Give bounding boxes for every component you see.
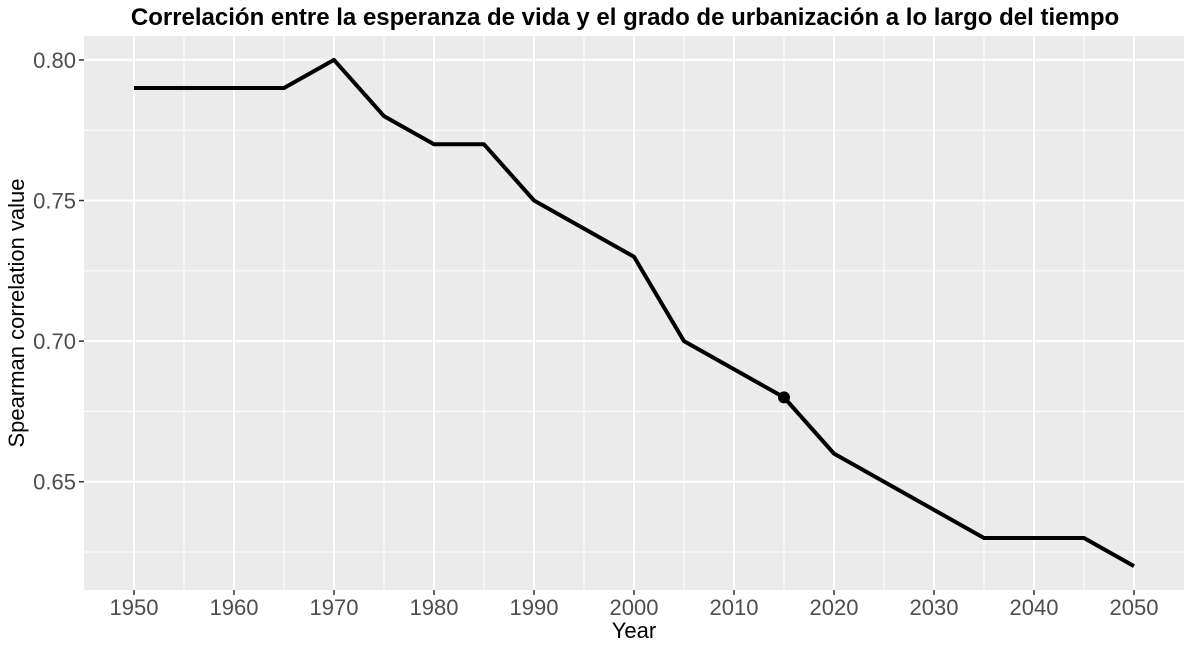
- x-tick-label: 1970: [310, 595, 359, 620]
- grid-lines: [84, 36, 1184, 590]
- x-tick-label: 2020: [810, 595, 859, 620]
- highlight-point: [778, 391, 790, 404]
- x-tick-label: 1980: [410, 595, 459, 620]
- series-group: [134, 57, 1135, 568]
- series-line: [134, 57, 1135, 568]
- x-tick-label: 2040: [1010, 595, 1059, 620]
- y-tick-label: 0.70: [33, 329, 76, 354]
- y-axis-title: Spearman correlation value: [4, 178, 29, 447]
- x-axis: 1950 1960 1970 1980 1990 2000 2010 2020 2030 2040…: [110, 590, 1159, 620]
- x-tick-label: 2000: [610, 595, 659, 620]
- x-tick-label: 1990: [510, 595, 559, 620]
- y-tick-label: 0.80: [33, 48, 76, 73]
- chart-title: Correlación entre la esperanza de vida y…: [131, 4, 1119, 31]
- x-tick-label: 1960: [210, 595, 259, 620]
- y-tick-label: 0.75: [33, 189, 76, 214]
- y-axis: 0.65 0.70 0.75 0.80: [33, 48, 84, 495]
- x-tick-label: 2010: [710, 595, 759, 620]
- x-tick-label: 2030: [910, 595, 959, 620]
- x-axis-title: Year: [612, 618, 656, 643]
- x-tick-label: 1950: [110, 595, 159, 620]
- x-tick-label: 2050: [1110, 595, 1159, 620]
- y-tick-label: 0.65: [33, 470, 76, 495]
